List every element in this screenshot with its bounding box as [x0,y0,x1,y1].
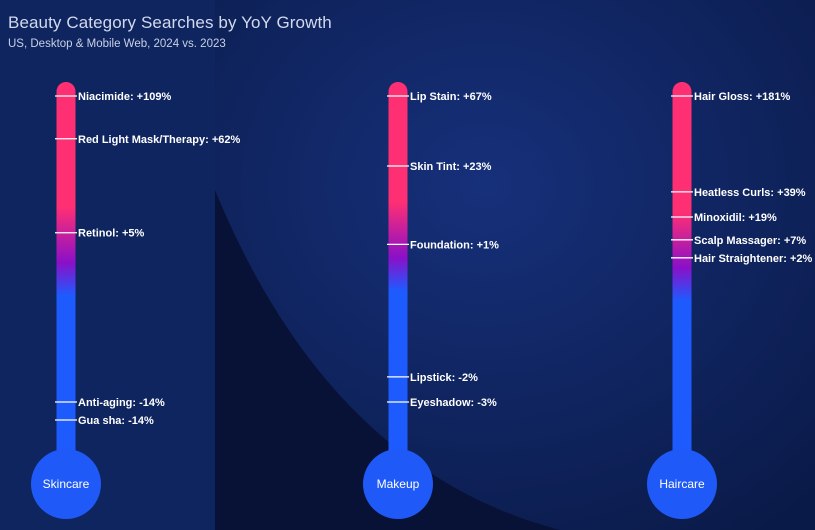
thermometer-bulb [363,449,433,519]
tick-label: Hair Straightener: +2% [694,253,813,265]
thermometer-tube [388,82,408,472]
thermometer-bulb [647,449,717,519]
tick-label: Eyeshadow: -3% [410,397,497,409]
thermometer-makeup: Makeup Lip Stain: +67% Skin Tint: +23% Foun… [363,82,499,519]
thermometer-haircare: Haircare Hair Gloss: +181% Heatless Curls:… [647,82,813,519]
tick-label: Foundation: +1% [410,239,499,251]
category-label: Makeup [377,477,420,491]
tick-label: Lipstick: -2% [410,372,478,384]
thermometer-bulb [31,449,101,519]
tick-label: Minoxidil: +19% [694,212,777,224]
tick-label: Retinol: +5% [78,228,145,240]
tick-label: Lip Stain: +67% [410,91,492,103]
tick-label: Skin Tint: +23% [410,161,492,173]
tick-label: Heatless Curls: +39% [694,187,806,199]
thermometer-skincare: Skincare Niacimide: +109% Red Light Mask/T… [31,82,241,519]
chart-subtitle: US, Desktop & Mobile Web, 2024 vs. 2023 [8,38,226,50]
thermometer-tube [56,82,76,472]
chart-title: Beauty Category Searches by YoY Growth [8,13,332,32]
category-label: Haircare [659,477,705,491]
thermometer-tube [672,82,692,472]
category-label: Skincare [43,477,90,491]
tick-label: Niacimide: +109% [78,91,171,103]
tick-label: Anti-aging: -14% [78,397,165,409]
tick-label: Hair Gloss: +181% [694,91,791,103]
tick-label: Gua sha: -14% [78,415,154,427]
tick-label: Scalp Massager: +7% [694,235,806,247]
tick-label: Red Light Mask/Therapy: +62% [78,134,241,146]
